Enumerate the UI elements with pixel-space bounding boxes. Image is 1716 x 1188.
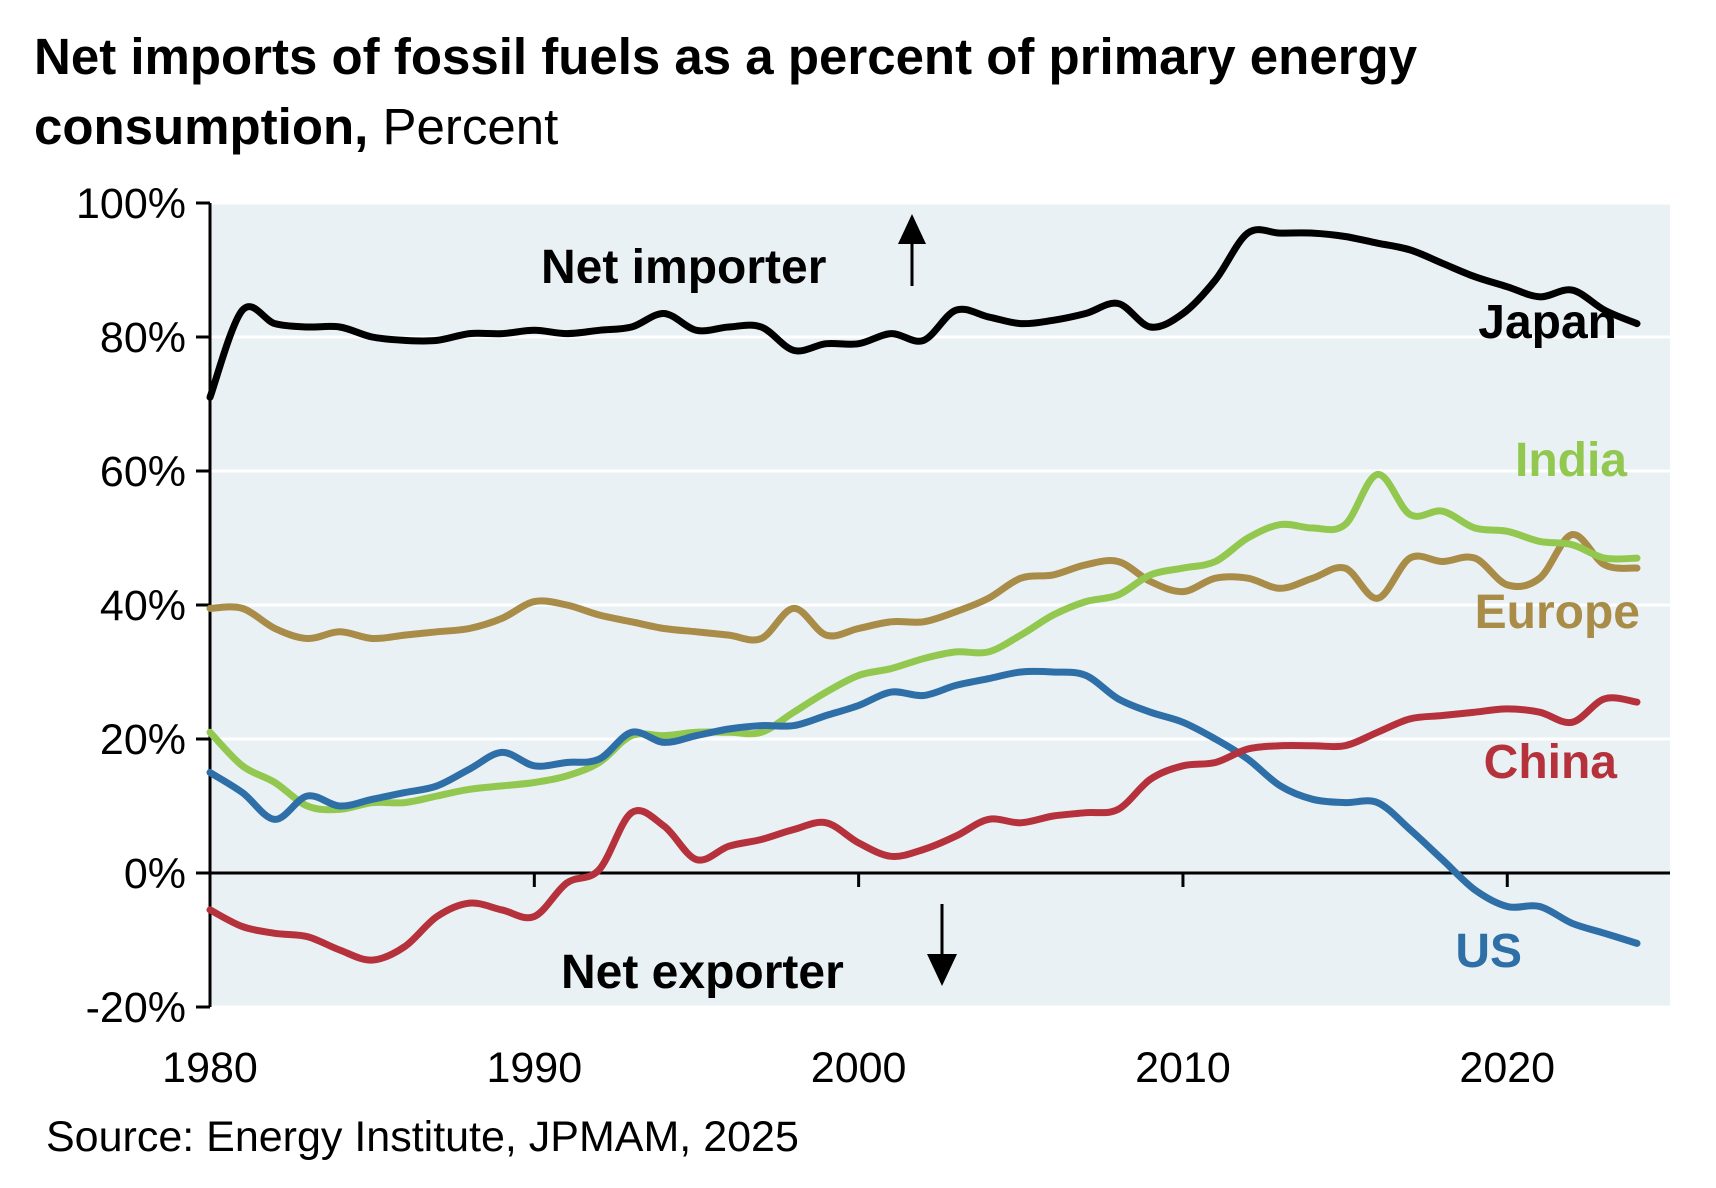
x-tick-label: 1990 <box>486 1044 582 1092</box>
y-tick-label: -20% <box>86 984 186 1032</box>
source-note: Source: Energy Institute, JPMAM, 2025 <box>46 1113 799 1161</box>
x-tick-label: 2010 <box>1135 1044 1231 1092</box>
up-arrow-icon <box>898 214 926 244</box>
x-tick-label: 1980 <box>162 1044 258 1092</box>
net-exporter-label: Net exporter <box>561 946 844 999</box>
series-line-us <box>206 667 1641 947</box>
y-tick-label: 20% <box>100 716 186 764</box>
net-importer-label: Net importer <box>541 241 826 294</box>
series-line-europe <box>206 531 1641 644</box>
y-tick-label: 100% <box>76 180 186 228</box>
series-label-india: India <box>1515 434 1627 487</box>
title-unit: Percent <box>382 98 559 155</box>
x-tick-label: 2020 <box>1459 1044 1555 1092</box>
series-line-japan <box>206 226 1641 401</box>
series-line-china <box>206 694 1641 964</box>
y-tick-label: 60% <box>100 448 186 496</box>
series-line-india <box>206 470 1641 814</box>
chart-title: Net imports of fossil fuels as a percent… <box>34 22 1694 162</box>
down-arrow-icon <box>927 954 957 986</box>
series-label-japan: Japan <box>1478 296 1617 349</box>
y-tick-label: 0% <box>124 850 186 898</box>
series-label-us: US <box>1455 925 1522 978</box>
title-text: Net imports of fossil fuels as a percent… <box>34 28 1418 155</box>
y-tick-label: 40% <box>100 582 186 630</box>
x-tick-label: 2000 <box>811 1044 907 1092</box>
series-label-europe: Europe <box>1475 586 1640 639</box>
series-label-china: China <box>1484 736 1618 789</box>
y-tick-label: 80% <box>100 314 186 362</box>
